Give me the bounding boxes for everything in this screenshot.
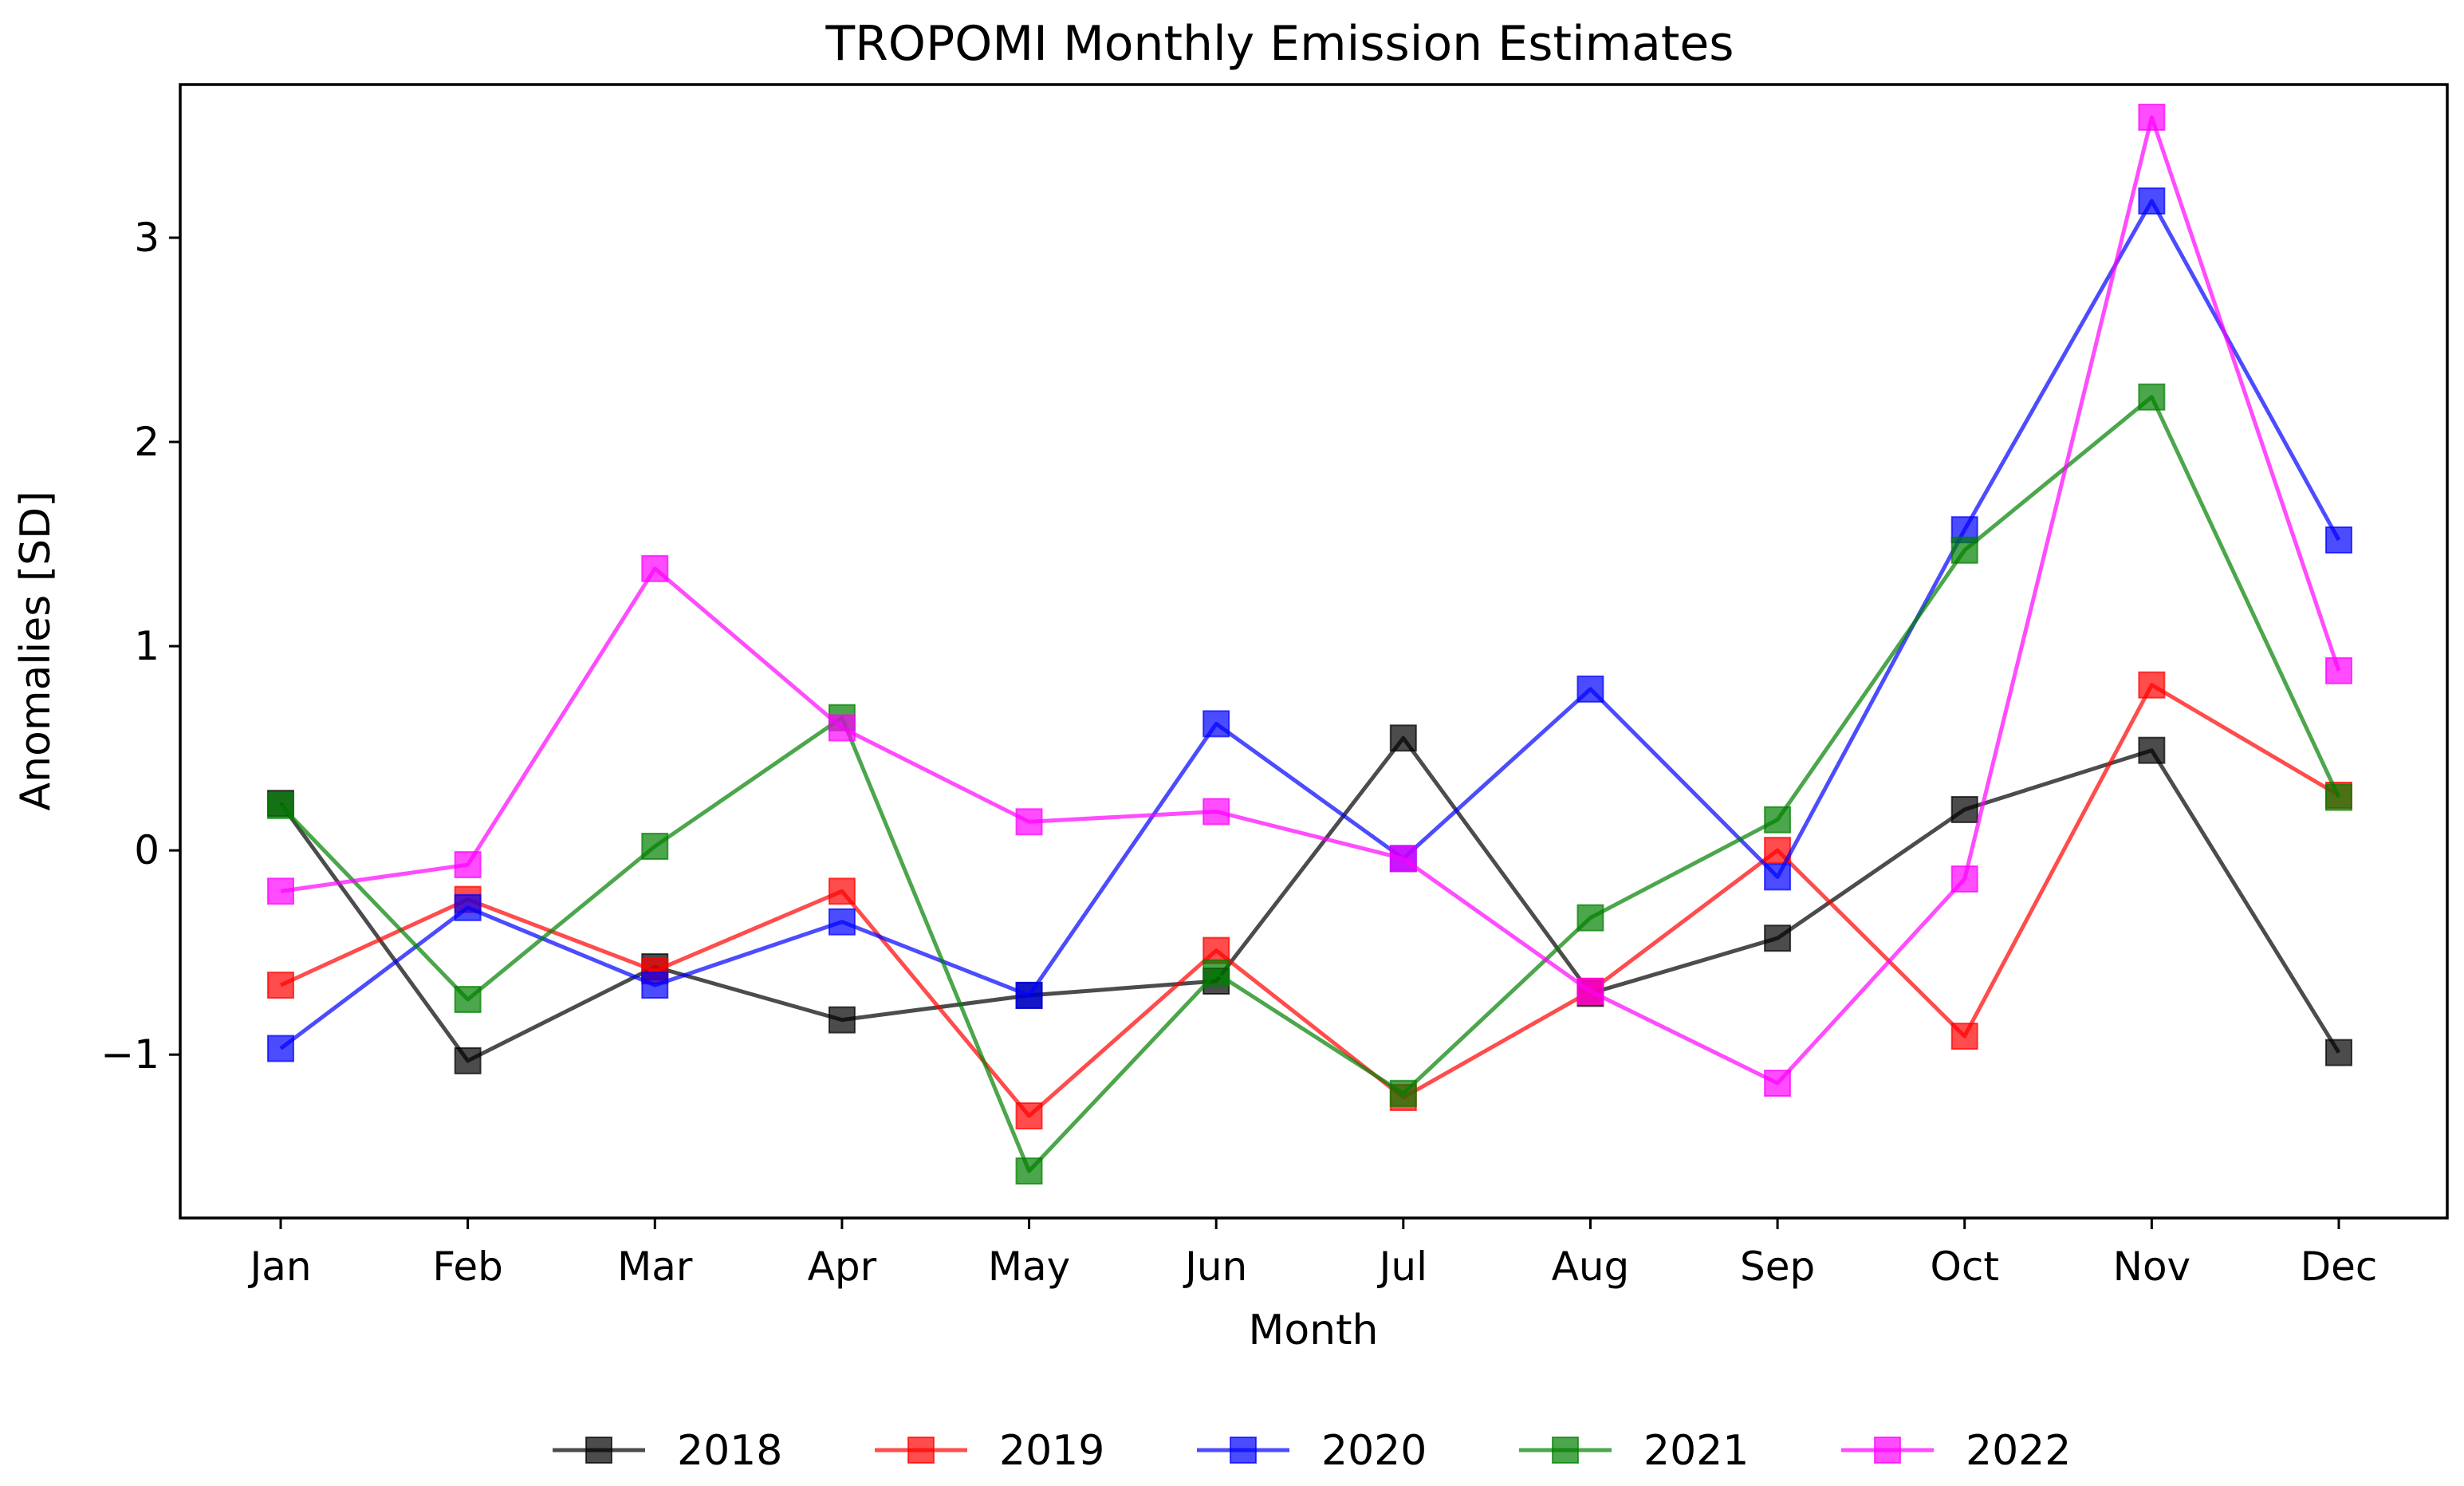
- y-tick-label: 1: [134, 623, 159, 669]
- data-point-2022-Sep: [1764, 1070, 1792, 1098]
- data-point-2018-Dec: [2325, 1039, 2352, 1066]
- y-tick-label: 3: [134, 215, 159, 261]
- data-point-2022-Dec: [2325, 656, 2352, 684]
- data-point-2022-Feb: [454, 851, 482, 879]
- x-axis: Jan Feb Mar Apr May Jun Jul Aug Sep Oct Nov Dec: [247, 1218, 2377, 1290]
- data-point-2021-Mar: [641, 833, 669, 861]
- series-2021: [267, 383, 2352, 1185]
- series-line-2020: [279, 199, 2341, 1050]
- legend-marker: [1552, 1437, 1579, 1464]
- chart-title: TROPOMI Monthly Emission Estimates: [825, 16, 1734, 72]
- series-2020: [267, 187, 2352, 1062]
- x-tick-label: Aug: [1552, 1244, 1630, 1290]
- data-point-2022-Jan: [267, 877, 294, 905]
- y-axis-label: Anomalies [SD]: [12, 491, 60, 811]
- data-point-2021-May: [1015, 1157, 1043, 1185]
- legend-label: 2020: [1321, 1427, 1427, 1475]
- data-point-2020-May: [1015, 981, 1043, 1009]
- x-tick-label: Oct: [1931, 1244, 1999, 1290]
- y-tick-label: 2: [134, 419, 159, 465]
- x-tick-label: Apr: [808, 1244, 877, 1290]
- data-point-2021-Oct: [1950, 536, 1978, 564]
- data-point-2021-Dec: [2325, 783, 2352, 811]
- data-point-2022-May: [1015, 808, 1043, 836]
- data-point-2021-Jan: [267, 791, 294, 819]
- legend-marker: [1874, 1437, 1901, 1464]
- y-tick-label: 0: [134, 827, 159, 873]
- data-point-2018-Jul: [1389, 724, 1417, 752]
- legend-label: 2022: [1966, 1427, 2071, 1475]
- legend-item-2022: 2022: [1841, 1427, 2071, 1475]
- series-line-2018: [278, 735, 2341, 1063]
- data-point-2022-Nov: [2138, 103, 2166, 131]
- data-point-2019-May: [1015, 1102, 1043, 1129]
- legend-item-2019: 2019: [875, 1427, 1104, 1475]
- series-line-2022: [280, 115, 2341, 1086]
- data-point-2021-Feb: [454, 986, 482, 1014]
- legend-label: 2018: [677, 1427, 782, 1475]
- x-tick-label: Jul: [1377, 1244, 1427, 1290]
- legend-marker: [585, 1437, 612, 1464]
- data-point-2021-Jul: [1389, 1079, 1417, 1107]
- data-point-2020-Apr: [828, 908, 856, 936]
- data-point-2022-Jul: [1389, 845, 1417, 873]
- data-point-2020-Aug: [1576, 675, 1604, 703]
- data-point-2022-Jun: [1202, 798, 1230, 826]
- data-point-2019-Apr: [828, 877, 856, 905]
- x-axis-label: Month: [1249, 1307, 1379, 1354]
- data-point-2021-Nov: [2138, 383, 2166, 411]
- series-2019: [267, 671, 2352, 1129]
- data-point-2022-Apr: [828, 714, 856, 742]
- x-tick-label: Dec: [2301, 1244, 2378, 1290]
- data-point-2021-Jun: [1202, 959, 1230, 987]
- data-point-2022-Oct: [1950, 865, 1978, 893]
- legend-item-2021: 2021: [1519, 1427, 1749, 1475]
- series-line-2021: [279, 395, 2341, 1173]
- x-tick-label: Mar: [617, 1244, 693, 1290]
- legend-marker: [907, 1437, 935, 1464]
- data-point-2022-Aug: [1576, 977, 1604, 1005]
- y-tick-label: −1: [100, 1031, 159, 1078]
- data-point-2019-Jun: [1202, 936, 1230, 964]
- legend: 2018 2019 2020 2021 2022: [553, 1427, 2071, 1475]
- data-point-2020-Nov: [2138, 187, 2166, 215]
- legend-item-2018: 2018: [553, 1427, 782, 1475]
- legend-label: 2021: [1643, 1427, 1749, 1475]
- legend-marker: [1230, 1437, 1257, 1464]
- data-point-2021-Aug: [1576, 904, 1604, 932]
- data-point-2021-Sep: [1764, 806, 1792, 834]
- plot-area: [179, 83, 2449, 1220]
- series-line-2019: [279, 683, 2340, 1118]
- data-point-2019-Nov: [2138, 671, 2166, 699]
- data-point-2020-Feb: [454, 893, 482, 921]
- data-point-2019-Oct: [1950, 1023, 1978, 1050]
- x-tick-label: Jun: [1183, 1244, 1247, 1290]
- data-point-2018-Nov: [2138, 736, 2166, 764]
- data-point-2018-Apr: [828, 1006, 856, 1034]
- data-point-2020-Sep: [1764, 863, 1792, 891]
- y-axis: −1 0 1 2 3: [100, 215, 180, 1078]
- x-tick-label: Nov: [2113, 1244, 2191, 1290]
- data-point-2022-Mar: [641, 554, 669, 582]
- legend-item-2020: 2020: [1197, 1427, 1427, 1475]
- series-layer: [267, 103, 2352, 1185]
- data-point-2020-Mar: [641, 972, 669, 999]
- data-point-2020-Jan: [267, 1035, 294, 1062]
- legend-label: 2019: [999, 1427, 1104, 1475]
- x-tick-label: Feb: [432, 1244, 503, 1290]
- x-tick-label: Jan: [247, 1244, 311, 1290]
- series-2022: [267, 103, 2352, 1098]
- data-point-2018-Feb: [454, 1047, 482, 1074]
- x-tick-label: May: [988, 1244, 1070, 1290]
- data-point-2020-Jun: [1202, 710, 1230, 738]
- x-tick-label: Sep: [1740, 1244, 1815, 1290]
- data-point-2018-Oct: [1950, 795, 1978, 823]
- data-point-2018-Sep: [1764, 924, 1792, 952]
- data-point-2020-Dec: [2325, 526, 2352, 554]
- data-point-2019-Jan: [267, 972, 294, 999]
